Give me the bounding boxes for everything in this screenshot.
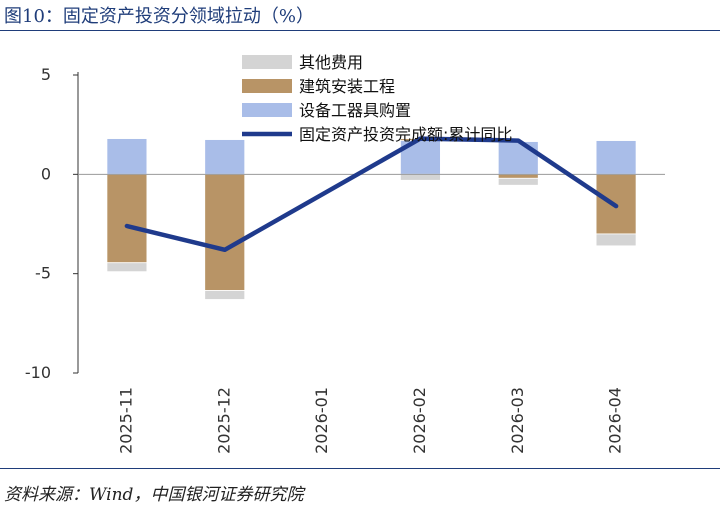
line-layer <box>124 136 619 253</box>
legend-label-construction: 建筑安装工程 <box>299 77 395 96</box>
legend-swatch-construction <box>242 79 292 93</box>
bar-equipment-4 <box>497 141 539 175</box>
header-rule <box>0 30 720 31</box>
bar-other-1 <box>204 290 246 300</box>
y-tick-label: 5 <box>41 65 51 84</box>
axes-layer: 5 0 -5 -10 2025-11 2025-12 2026-01 2026-02 2026-… <box>25 65 665 454</box>
y-tick-label: -10 <box>25 363 51 382</box>
bar-other-0 <box>106 262 148 273</box>
bar-construction-0 <box>106 173 148 264</box>
series-line-fai-yoy <box>124 136 619 253</box>
bar-other-3 <box>400 173 441 181</box>
bar-other-5 <box>595 233 637 247</box>
legend-label-other: 其他费用 <box>299 53 363 72</box>
x-tick-label: 2025-12 <box>214 387 233 454</box>
bar-equipment-1 <box>204 139 246 175</box>
legend-swatch-equipment <box>242 103 292 117</box>
x-tick-label: 2026-02 <box>410 387 429 454</box>
bar-layer <box>106 138 637 300</box>
legend-label-equipment: 设备工器具购置 <box>299 101 411 120</box>
source-note: 资料来源：Wind，中国银河证券研究院 <box>4 485 304 505</box>
bar-equipment-0 <box>106 138 148 175</box>
y-tick-label: 0 <box>41 164 51 183</box>
x-tick-label: 2026-01 <box>312 387 331 454</box>
bar-other-4 <box>497 177 539 186</box>
chart-title: 图10：固定资产投资分领域拉动（%） <box>4 6 315 27</box>
x-tick-label: 2026-04 <box>606 387 625 454</box>
x-tick-label: 2026-03 <box>508 387 527 454</box>
legend-label-fai-yoy: 固定资产投资完成额:累计同比 <box>299 125 512 144</box>
footer-rule <box>0 468 720 469</box>
bar-construction-1 <box>204 173 246 291</box>
x-tick-label: 2025-11 <box>116 387 135 454</box>
legend-swatch-other <box>242 55 292 69</box>
bar-construction-4 <box>497 173 539 179</box>
y-tick-label: -5 <box>35 264 51 283</box>
chart-area: 5 0 -5 -10 2025-11 2025-12 2026-01 2026-02 2026-… <box>25 53 665 454</box>
bar-equipment-5 <box>595 140 637 175</box>
